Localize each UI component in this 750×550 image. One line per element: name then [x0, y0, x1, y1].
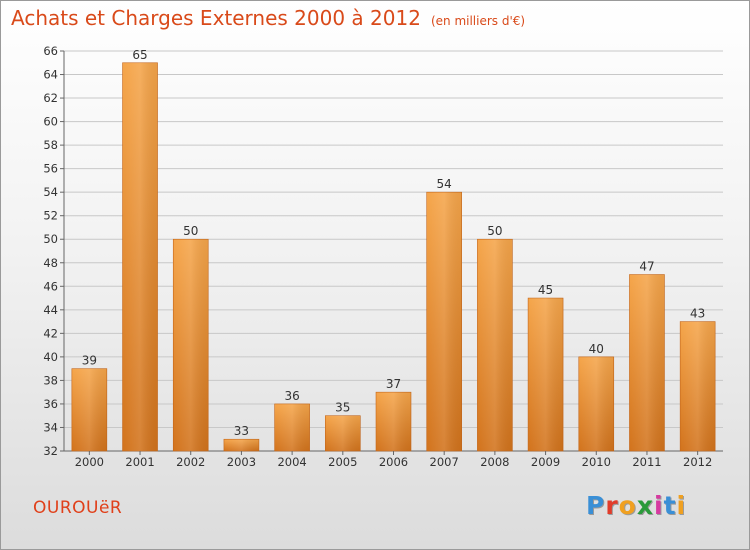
x-tick-label: 2011	[632, 455, 661, 469]
bar-value-label: 40	[589, 342, 604, 356]
x-tick-label: 2007	[430, 455, 459, 469]
bar-sheen	[223, 439, 259, 451]
y-tick-label: 44	[43, 303, 58, 317]
chart-subtitle: (en milliers d'€)	[430, 14, 526, 28]
bar-value-label: 37	[386, 377, 401, 391]
y-tick-label: 34	[43, 420, 58, 434]
x-tick-label: 2001	[125, 455, 154, 469]
x-tick-label: 2005	[328, 455, 357, 469]
bar-sheen	[578, 356, 614, 451]
y-tick-label: 38	[43, 373, 58, 387]
bar-sheen	[629, 274, 665, 451]
logo-letter: r	[605, 491, 619, 520]
bar-sheen	[528, 298, 564, 451]
y-tick-label: 66	[43, 44, 58, 58]
y-tick-label: 42	[43, 326, 58, 340]
bar-value-label: 50	[487, 224, 502, 238]
y-tick-label: 56	[43, 162, 58, 176]
y-tick-label: 32	[43, 444, 58, 458]
title-text: Achats et Charges Externes 2000 à 2012	[11, 6, 421, 30]
logo-letter: i	[676, 491, 687, 520]
bar-value-label: 43	[690, 307, 705, 321]
x-tick-label: 2009	[531, 455, 560, 469]
x-tick-label: 2008	[480, 455, 509, 469]
y-tick-label: 46	[43, 279, 58, 293]
logo-letter: t	[663, 491, 677, 520]
bar-value-label: 35	[335, 401, 350, 415]
y-tick-label: 52	[43, 209, 58, 223]
bar-sheen	[477, 239, 513, 451]
bar-value-label: 65	[132, 48, 147, 62]
y-tick-label: 64	[43, 68, 58, 82]
bar-sheen	[680, 321, 716, 451]
y-tick-label: 40	[43, 350, 58, 364]
bar-sheen	[173, 239, 209, 451]
x-tick-label: 2003	[227, 455, 256, 469]
place-name: OUROUëR	[33, 498, 123, 518]
proxiti-logo: Proxiti	[586, 491, 686, 520]
y-tick-label: 60	[43, 115, 58, 129]
x-tick-label: 2000	[75, 455, 104, 469]
x-tick-label: 2012	[683, 455, 712, 469]
bar-value-label: 47	[639, 260, 654, 274]
bar-value-label: 54	[437, 177, 452, 191]
chart-title: Achats et Charges Externes 2000 à 2012 (e…	[11, 6, 525, 30]
y-tick-label: 58	[43, 138, 58, 152]
bar-sheen	[122, 62, 158, 451]
bar-sheen	[325, 415, 361, 451]
bar-sheen	[274, 403, 310, 451]
x-tick-label: 2002	[176, 455, 205, 469]
x-tick-label: 2006	[379, 455, 408, 469]
x-tick-label: 2010	[582, 455, 611, 469]
logo-letter: o	[618, 491, 637, 520]
logo-letter: i	[654, 491, 664, 520]
y-tick-label: 36	[43, 397, 58, 411]
bar-value-label: 45	[538, 283, 553, 297]
bar-sheen	[376, 392, 411, 451]
y-tick-label: 62	[43, 91, 58, 105]
y-tick-label: 48	[43, 256, 58, 270]
y-tick-label: 50	[43, 232, 58, 246]
y-tick-label: 54	[43, 185, 58, 199]
bar-value-label: 36	[284, 389, 299, 403]
logo-letter: P	[586, 491, 606, 520]
bar-value-label: 39	[82, 354, 97, 368]
logo-letter: x	[636, 491, 654, 520]
bar-sheen	[71, 368, 107, 451]
x-tick-label: 2004	[277, 455, 306, 469]
bar-value-label: 33	[234, 424, 249, 438]
bar-value-label: 50	[183, 224, 198, 238]
bar-sheen	[426, 192, 462, 452]
